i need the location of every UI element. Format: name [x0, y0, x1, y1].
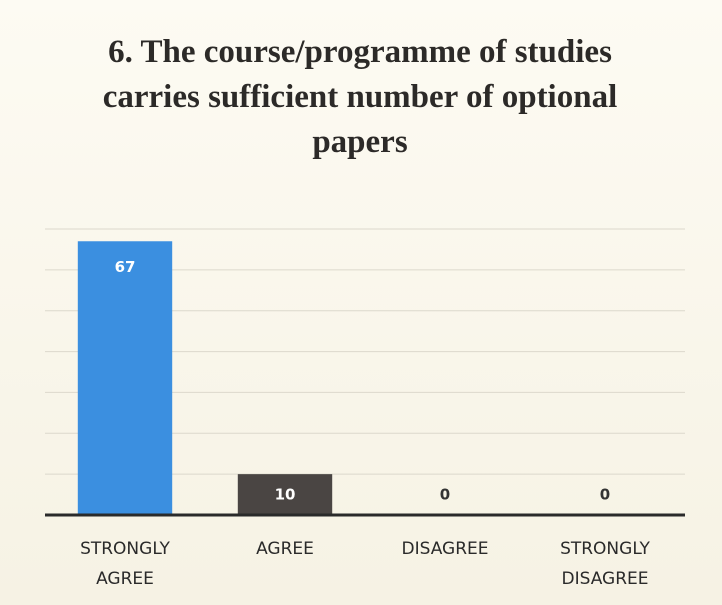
data-label: 0 — [600, 486, 610, 504]
x-tick-label: DISAGREE — [401, 539, 489, 559]
bar — [77, 241, 173, 515]
x-tick-label: STRONGLY DISAGREE — [560, 539, 650, 589]
data-label: 10 — [275, 486, 296, 504]
data-label: 67 — [115, 258, 136, 276]
x-tick-label: AGREE — [256, 539, 314, 559]
bar — [237, 474, 333, 515]
chart-title: 6. The course/programme of studies carri… — [102, 34, 618, 160]
data-label: 0 — [440, 486, 450, 504]
x-tick-label: STRONGLY AGREE — [80, 539, 170, 589]
